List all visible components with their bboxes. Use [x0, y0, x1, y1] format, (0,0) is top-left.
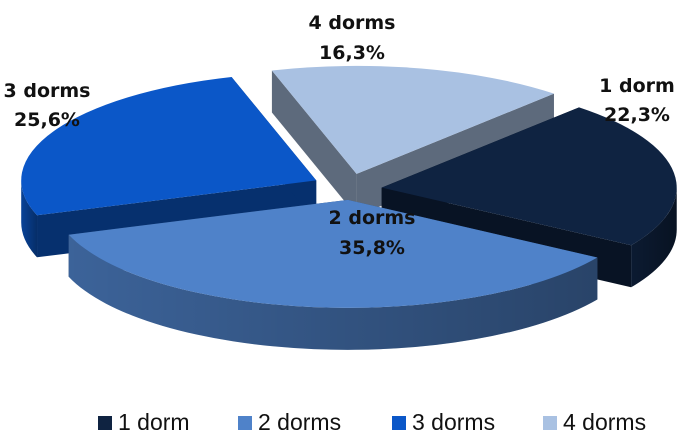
data-label-category-2: 2 dorms	[329, 207, 416, 229]
slice-top-face	[381, 107, 677, 246]
slice-side-shade	[631, 187, 677, 288]
data-label-category-3: 3 dorms	[4, 80, 91, 102]
legend-swatch-3	[392, 416, 406, 430]
data-label-value-3: 25,6%	[14, 109, 80, 131]
slice-cut-face	[271, 70, 357, 216]
legend-swatch-1	[98, 416, 112, 430]
data-label-value-2: 35,8%	[339, 237, 405, 259]
data-labels: 1 dorm 22,3% 2 dorms 35,8% 3 dorms 25,6% 4 dor…	[4, 12, 675, 259]
legend-label-3: 3 dorms	[412, 409, 495, 435]
legend-swatch-2	[238, 416, 252, 430]
legend-swatch-4	[543, 416, 557, 430]
legend: 1 dorm 2 dorms 3 dorms 4 dorms	[98, 409, 646, 435]
slice-top-face	[68, 199, 598, 308]
slice-top-face	[21, 76, 317, 216]
data-label-category-1: 1 dorm	[599, 75, 675, 97]
legend-label-1: 1 dorm	[118, 409, 190, 435]
slice-side-shade	[21, 180, 38, 258]
pie-slice-2	[68, 199, 598, 350]
legend-label-2: 2 dorms	[258, 409, 341, 435]
slice-top-face	[271, 65, 554, 174]
legend-label-4: 4 dorms	[563, 409, 646, 435]
data-label-value-4: 16,3%	[319, 42, 385, 64]
data-label-value-1: 22,3%	[604, 104, 670, 126]
pie-slices	[21, 65, 677, 350]
data-label-category-4: 4 dorms	[309, 12, 396, 34]
slice-side-shade	[68, 234, 598, 350]
